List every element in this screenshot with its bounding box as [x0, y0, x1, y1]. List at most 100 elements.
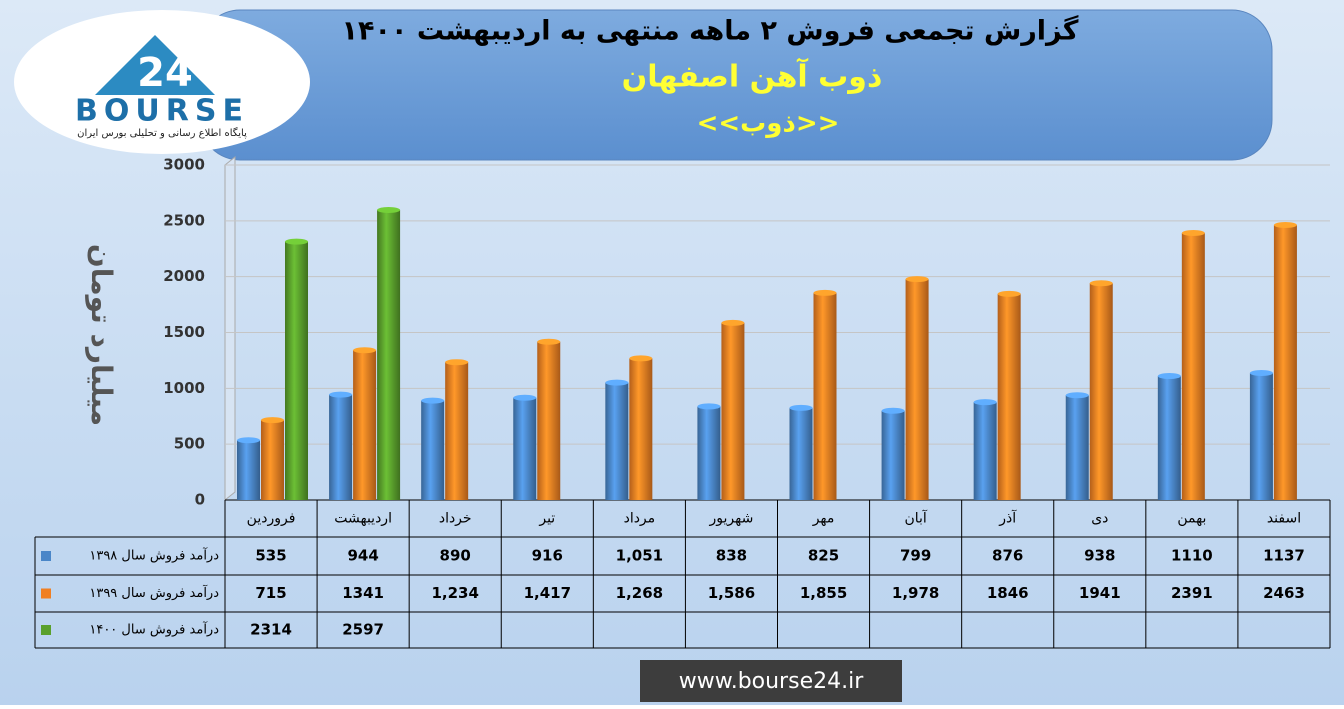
data-label: 1,855	[800, 584, 847, 602]
bar	[605, 382, 629, 500]
bar	[629, 358, 653, 500]
bar-cap	[813, 289, 837, 296]
data-label: 1,234	[431, 584, 478, 602]
data-label: 2314	[250, 621, 292, 639]
logo-brand: BOURSE	[75, 94, 249, 129]
bar-cap	[973, 399, 997, 406]
logo-number: 24	[137, 50, 193, 96]
chart-title: گزارش تجمعی فروش ۲ ماهه منتهی به اردیبهش…	[342, 15, 1079, 47]
bar	[697, 406, 721, 500]
data-label: 1137	[1263, 547, 1305, 565]
bar-cap	[881, 407, 905, 414]
bar	[537, 341, 561, 500]
data-label: 2463	[1263, 584, 1305, 602]
y-tick-label: 1000	[163, 379, 205, 397]
data-label: 944	[347, 547, 378, 565]
bar-cap	[605, 379, 629, 386]
bar	[1181, 233, 1205, 500]
data-label: 1,978	[892, 584, 939, 602]
bar-cap	[261, 417, 284, 424]
y-tick-label: 1500	[163, 323, 205, 341]
x-tick-label: اردیبهشت	[334, 511, 392, 527]
bar	[237, 440, 260, 500]
symbol: <<ذوب>>	[697, 109, 840, 139]
bar	[813, 292, 837, 500]
y-tick-label: 3000	[163, 156, 205, 174]
x-tick-label: بهمن	[1177, 511, 1206, 527]
bar	[1089, 283, 1113, 500]
bar-cap	[1089, 280, 1113, 287]
data-label: 2391	[1171, 584, 1213, 602]
bar-cap	[789, 404, 813, 411]
bar	[881, 410, 905, 500]
bar-cap	[697, 403, 721, 410]
bar-cap	[997, 290, 1021, 297]
data-label: 838	[716, 547, 747, 565]
data-label: 825	[808, 547, 839, 565]
x-tick-label: آبان	[904, 510, 927, 527]
data-label: 916	[532, 547, 563, 565]
bar	[285, 241, 308, 500]
x-tick-label: مرداد	[624, 511, 656, 527]
bar	[261, 420, 284, 500]
bar	[905, 279, 929, 500]
data-label: 1341	[342, 584, 384, 602]
bar	[377, 210, 401, 501]
bar-cap	[905, 276, 929, 283]
bar	[997, 293, 1021, 500]
data-label: 715	[255, 584, 286, 602]
data-label: 1,268	[616, 584, 663, 602]
bar-cap	[1065, 392, 1089, 399]
legend-label: درآمد فروش سال ۱۳۹۸	[89, 547, 219, 564]
bar-cap	[237, 437, 260, 444]
x-tick-label: فروردین	[247, 511, 296, 527]
x-tick-label: آذر	[998, 510, 1017, 527]
x-tick-label: مهر	[812, 511, 835, 527]
bar	[421, 400, 445, 500]
data-label: 799	[900, 547, 931, 565]
bar-cap	[1181, 230, 1205, 237]
x-tick-label: اسفند	[1267, 511, 1301, 527]
bar-cap	[513, 394, 537, 401]
bar-cap	[329, 391, 353, 398]
bar	[973, 402, 997, 500]
bar	[789, 407, 813, 500]
bar-cap	[353, 347, 377, 354]
y-tick-label: 500	[174, 435, 205, 453]
legend-swatch	[41, 625, 51, 635]
y-axis-title: میلیارد تومان	[85, 244, 118, 426]
data-label: 1846	[987, 584, 1029, 602]
data-label: 1,051	[616, 547, 663, 565]
x-tick-label: شهریور	[709, 511, 754, 527]
bar-cap	[1157, 373, 1181, 380]
bar	[1065, 395, 1089, 500]
y-tick-label: 2500	[163, 211, 205, 229]
chart-subtitle: ذوب آهن اصفهان	[622, 58, 883, 95]
bar	[445, 362, 469, 500]
logo-mark	[95, 35, 215, 95]
bar	[329, 394, 353, 500]
bar-cap	[721, 319, 745, 326]
legend-swatch	[41, 588, 51, 599]
bar-cap	[421, 397, 445, 404]
x-tick-label: تیر	[538, 511, 555, 527]
data-label: 1,417	[524, 584, 571, 602]
data-label: 1,586	[708, 584, 755, 602]
data-label: 876	[992, 547, 1023, 565]
bar	[1157, 376, 1181, 500]
data-label: 938	[1084, 547, 1115, 565]
data-label: 2597	[342, 621, 384, 639]
bar-cap	[537, 338, 561, 345]
plot-wall	[224, 155, 236, 502]
bar-cap	[1249, 370, 1273, 377]
legend-label: درآمد فروش سال ۱۴۰۰	[89, 621, 219, 638]
legend-label: درآمد فروش سال ۱۳۹۹	[89, 584, 219, 601]
footer-box	[640, 660, 902, 702]
bar	[1273, 224, 1297, 500]
bar-cap	[629, 355, 653, 362]
data-label: 1110	[1171, 547, 1213, 565]
bar	[721, 322, 745, 500]
x-tick-label: دی	[1091, 511, 1108, 527]
